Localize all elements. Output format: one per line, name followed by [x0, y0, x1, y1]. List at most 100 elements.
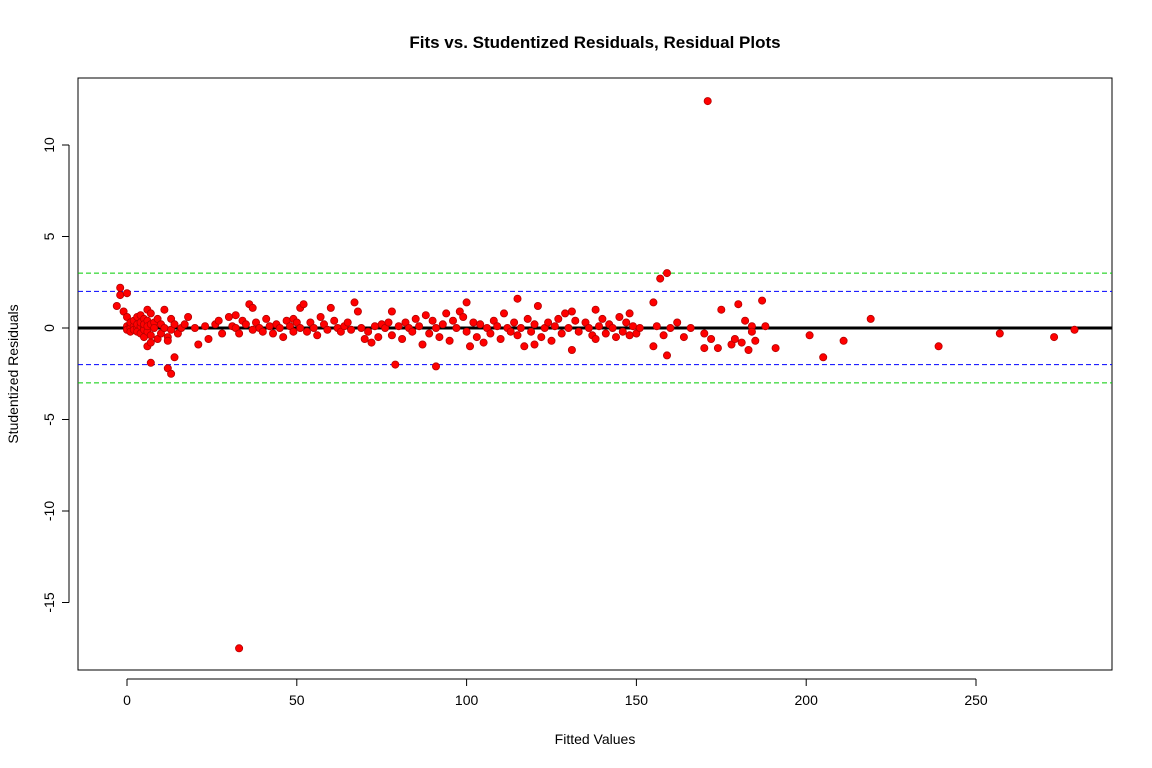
data-point [279, 333, 288, 342]
data-point [184, 312, 193, 321]
data-point [265, 322, 274, 331]
data-point [347, 325, 356, 334]
data-point [235, 329, 244, 338]
data-points [112, 97, 1079, 653]
data-point [231, 311, 240, 320]
data-point [561, 309, 570, 318]
data-point [608, 323, 617, 332]
data-point [170, 320, 179, 329]
data-point [663, 351, 672, 360]
data-point [431, 362, 440, 371]
data-point [520, 342, 529, 351]
data-point [387, 307, 396, 316]
data-point [452, 323, 461, 332]
data-point [544, 318, 553, 327]
data-point [116, 291, 125, 300]
data-point [737, 338, 746, 347]
data-point [527, 327, 536, 336]
data-point [241, 320, 250, 329]
data-point [571, 316, 580, 325]
chart-title: Fits vs. Studentized Residuals, Residual… [409, 33, 780, 52]
data-point [150, 323, 159, 332]
y-tick-label: -5 [41, 413, 57, 426]
data-point [649, 298, 658, 307]
data-point [415, 322, 424, 331]
data-point [343, 318, 352, 327]
data-point [1070, 325, 1079, 334]
x-axis-label: Fitted Values [555, 731, 636, 747]
data-point [771, 344, 780, 353]
data-point [112, 301, 121, 310]
data-point [717, 305, 726, 314]
x-axis: 0 50 100 150 200 250 [123, 678, 988, 708]
data-point [462, 327, 471, 336]
data-point [499, 309, 508, 318]
data-point [761, 322, 770, 331]
data-point [472, 333, 481, 342]
data-point [663, 269, 672, 278]
data-point [218, 329, 227, 338]
data-point [564, 323, 573, 332]
data-point [700, 344, 709, 353]
data-point [679, 333, 688, 342]
data-point [330, 316, 339, 325]
data-point [418, 340, 427, 349]
data-point [734, 300, 743, 309]
data-point [629, 322, 638, 331]
data-point [513, 294, 522, 303]
data-point [591, 305, 600, 314]
data-point [248, 303, 257, 312]
data-point [591, 334, 600, 343]
x-tick-label: 200 [795, 692, 819, 708]
data-point [584, 323, 593, 332]
data-point [316, 312, 325, 321]
data-point [194, 340, 203, 349]
data-point [486, 329, 495, 338]
y-tick-label: 5 [41, 232, 57, 240]
data-point [700, 329, 709, 338]
data-point [411, 314, 420, 323]
data-point [547, 336, 556, 345]
data-point [730, 334, 739, 343]
data-point [530, 320, 539, 329]
data-point [201, 322, 210, 331]
data-point [353, 307, 362, 316]
data-point [741, 316, 750, 325]
x-tick-label: 50 [289, 692, 305, 708]
data-point [595, 322, 604, 331]
data-point [391, 360, 400, 369]
data-point [146, 309, 155, 318]
data-point [374, 333, 383, 342]
data-point [618, 327, 627, 336]
data-point [622, 318, 631, 327]
data-point [866, 314, 875, 323]
data-point [167, 369, 176, 378]
data-point [703, 97, 712, 106]
data-point [214, 316, 223, 325]
data-point [421, 311, 430, 320]
y-tick-label: -10 [41, 501, 57, 521]
data-point [649, 342, 658, 351]
data-point [666, 323, 675, 332]
data-point [513, 331, 522, 340]
data-point [574, 327, 583, 336]
data-point [557, 329, 566, 338]
data-point [995, 329, 1004, 338]
y-axis-label: Studentized Residuals [5, 304, 21, 443]
data-point [612, 333, 621, 342]
data-point [262, 314, 271, 323]
data-point [296, 323, 305, 332]
y-axis: -15 -10 -5 0 5 10 [41, 137, 70, 613]
data-point [435, 333, 444, 342]
data-point [747, 327, 756, 336]
data-point [598, 314, 607, 323]
data-point [146, 358, 155, 367]
data-point [384, 318, 393, 327]
data-point [496, 334, 505, 343]
data-point [516, 323, 525, 332]
data-point [625, 309, 634, 318]
data-point [479, 338, 488, 347]
data-point [387, 331, 396, 340]
data-point [656, 274, 665, 283]
y-tick-label: 10 [41, 137, 57, 153]
